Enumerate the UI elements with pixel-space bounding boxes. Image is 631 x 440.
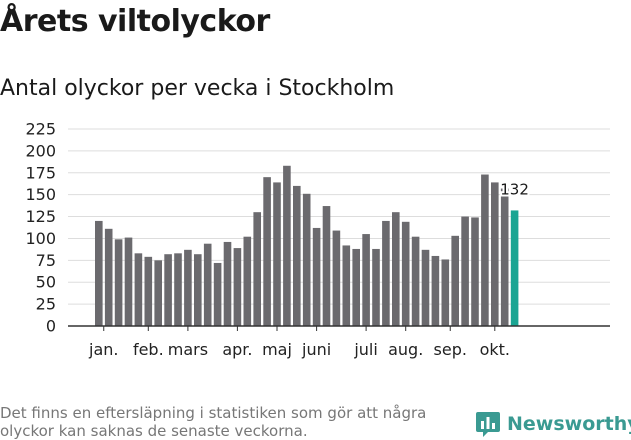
- newsworthy-logo-icon: [476, 412, 500, 437]
- bar: [253, 212, 261, 326]
- bar: [194, 254, 202, 326]
- x-tick-label: jan.: [88, 340, 118, 359]
- x-tick-label: juli: [353, 340, 377, 359]
- y-tick-label: 150: [25, 185, 56, 204]
- bar: [243, 236, 252, 326]
- bar: [421, 249, 430, 326]
- x-tick-label: feb.: [133, 340, 164, 359]
- bar: [283, 165, 291, 326]
- y-tick-label: 75: [36, 251, 56, 270]
- bar: [144, 256, 153, 326]
- bar: [114, 239, 123, 326]
- bar: [203, 243, 212, 326]
- bar: [184, 249, 192, 326]
- bar-highlight: [510, 210, 519, 326]
- bar: [431, 255, 440, 326]
- y-tick-label: 200: [25, 141, 56, 160]
- x-tick-label: juni: [301, 340, 331, 359]
- bar: [273, 182, 281, 326]
- bar: [223, 241, 232, 326]
- bar: [352, 248, 360, 326]
- x-tick-label: okt.: [480, 340, 510, 359]
- bar: [124, 237, 133, 326]
- x-tick-label: mars: [168, 340, 208, 359]
- bar: [95, 220, 103, 326]
- x-tick-label: aug.: [388, 340, 423, 359]
- bar: [213, 262, 222, 326]
- bar: [104, 228, 113, 326]
- y-tick-label: 25: [36, 295, 56, 314]
- brand-name: Newsworthy: [507, 413, 631, 435]
- bar: [411, 236, 420, 326]
- data-label-last: 132: [500, 180, 529, 198]
- x-tick-label: sep.: [434, 340, 467, 359]
- bar: [401, 221, 410, 326]
- newsworthy-logo[interactable]: Newsworthy: [476, 408, 631, 440]
- bar: [322, 206, 331, 326]
- bar: [471, 217, 479, 326]
- footnote: Det finns en eftersläpning i statistiken…: [0, 404, 427, 440]
- bar: [263, 177, 271, 326]
- y-tick-label: 50: [36, 273, 56, 292]
- bar: [481, 174, 489, 326]
- bar: [164, 254, 172, 326]
- x-tick-label: apr.: [222, 340, 252, 359]
- bar: [461, 216, 469, 326]
- bar: [362, 234, 370, 326]
- bar-chart: 0 25 50 75 100 125 150 175 200 225 jan. feb. mars apr…: [25, 120, 610, 359]
- chart-subtitle: Antal olyckor per vecka i Stockholm: [0, 76, 395, 101]
- y-tick-label: 100: [25, 229, 56, 248]
- bar: [233, 248, 242, 326]
- bar: [500, 188, 509, 326]
- y-tick-label: 175: [25, 163, 56, 182]
- bar: [382, 220, 390, 326]
- bar: [451, 235, 459, 326]
- bar: [302, 193, 311, 326]
- bar: [342, 245, 351, 326]
- y-tick-label: 225: [25, 120, 56, 139]
- bar: [441, 259, 450, 326]
- bar: [332, 230, 341, 326]
- y-tick-label: 0: [46, 317, 56, 336]
- chart-title: Årets viltolyckor: [0, 4, 270, 39]
- bar: [134, 253, 143, 326]
- x-tick-label: maj: [262, 340, 292, 359]
- bar: [293, 185, 301, 326]
- bar: [154, 260, 162, 326]
- y-tick-label: 125: [25, 207, 56, 226]
- bar: [174, 253, 182, 326]
- bar: [491, 182, 499, 326]
- bar: [312, 227, 321, 326]
- bar: [372, 248, 380, 326]
- bar: [392, 212, 400, 326]
